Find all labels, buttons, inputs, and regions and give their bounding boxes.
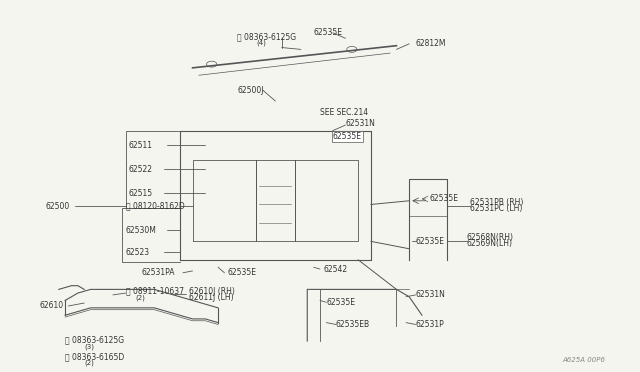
Text: 62531N: 62531N	[415, 291, 445, 299]
Text: 62535E: 62535E	[326, 298, 355, 307]
Text: 62535E: 62535E	[333, 132, 362, 141]
Text: Ⓢ 08363-6165D: Ⓢ 08363-6165D	[65, 352, 124, 361]
Text: 62610J (RH): 62610J (RH)	[189, 287, 236, 296]
Text: A625A 00P6: A625A 00P6	[562, 356, 605, 363]
Text: 62535E: 62535E	[429, 195, 459, 203]
Text: 62535E: 62535E	[228, 268, 257, 277]
Text: 62535E: 62535E	[415, 237, 445, 246]
Text: 62531P: 62531P	[415, 320, 444, 329]
Text: 62523: 62523	[125, 248, 150, 257]
Text: 62610: 62610	[40, 301, 64, 311]
Text: 62531N: 62531N	[346, 119, 376, 128]
Text: 62535E: 62535E	[314, 28, 342, 37]
Text: 62530M: 62530M	[125, 226, 157, 235]
Text: (2): (2)	[84, 359, 94, 366]
Text: 62569N(LH): 62569N(LH)	[467, 240, 513, 248]
Text: Ⓢ 08363-6125G: Ⓢ 08363-6125G	[65, 336, 124, 345]
Text: 62531PA: 62531PA	[141, 268, 175, 277]
Text: Ⓝ 08911-10637: Ⓝ 08911-10637	[125, 287, 184, 296]
Text: 62535EB: 62535EB	[336, 320, 370, 329]
Text: (3): (3)	[84, 343, 94, 350]
Text: Ⓢ 08363-6125G: Ⓢ 08363-6125G	[237, 32, 296, 41]
Text: 62515: 62515	[129, 189, 153, 198]
Text: 62511: 62511	[129, 141, 153, 150]
Text: 62542: 62542	[323, 264, 348, 273]
Text: 62500: 62500	[46, 202, 70, 211]
Text: 62522: 62522	[129, 165, 153, 174]
Text: 62500J: 62500J	[237, 86, 264, 94]
Text: Ⓑ 08120-8162D: Ⓑ 08120-8162D	[125, 202, 184, 211]
Text: 62812M: 62812M	[415, 39, 446, 48]
Text: 62531PC (LH): 62531PC (LH)	[470, 204, 522, 214]
Text: 62531PB (RH): 62531PB (RH)	[470, 198, 523, 207]
Text: 62568N(RH): 62568N(RH)	[467, 233, 513, 242]
Text: (2): (2)	[135, 294, 145, 301]
Text: 62611J (LH): 62611J (LH)	[189, 293, 234, 302]
Text: (4): (4)	[256, 39, 266, 46]
Text: SEE SEC.214: SEE SEC.214	[320, 108, 368, 117]
